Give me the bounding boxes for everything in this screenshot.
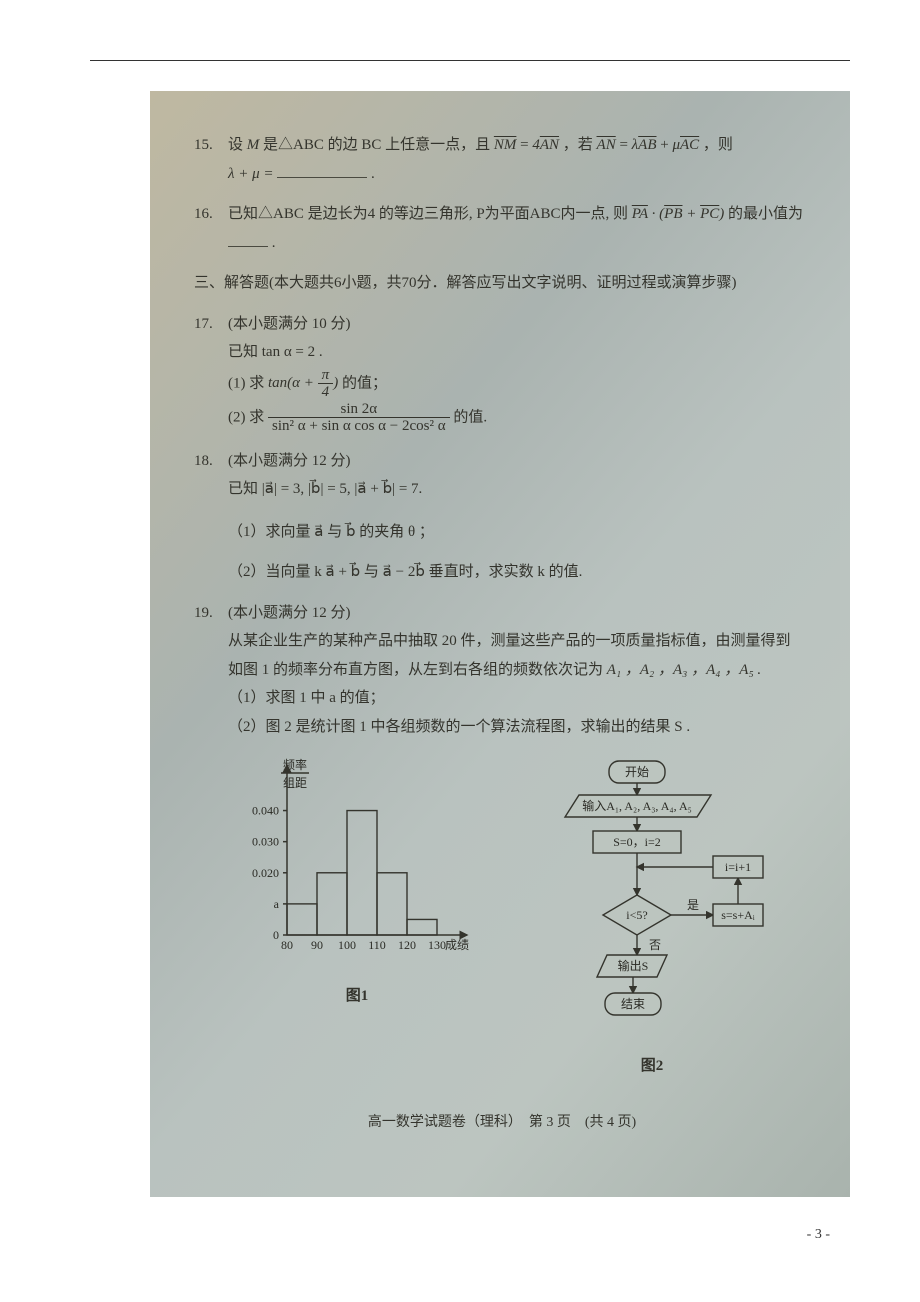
svg-text:i<5?: i<5?: [626, 908, 647, 922]
figure-1: 频率 组距 0.0400.0300.020a0 8090100110120130…: [237, 755, 477, 1080]
histogram-svg: 频率 组距 0.0400.0300.020a0 8090100110120130…: [237, 755, 477, 965]
figure-1-caption: 图1: [237, 982, 477, 1011]
q15-number: 15.: [194, 131, 222, 160]
section-3-heading: 三、解答题(本大题共6小题，共70分．解答应写出文字说明、证明过程或演算步骤): [194, 269, 810, 298]
svg-text:130: 130: [428, 938, 446, 952]
q16-body: 已知△ABC 是边长为4 的等边三角形, P为平面ABC内一点, 则 PA · …: [228, 200, 810, 257]
svg-text:输出S: 输出S: [618, 958, 649, 973]
question-18: 18. (本小题满分 12 分) 已知 |a⃗| = 3, |b⃗| = 5, …: [194, 447, 810, 587]
svg-text:成绩: 成绩: [445, 938, 469, 952]
svg-text:是: 是: [687, 898, 699, 912]
svg-text:0.030: 0.030: [252, 835, 279, 849]
top-rule: [90, 60, 850, 61]
q15-body: 设 M 是△ABC 的边 BC 上任意一点，且 NM = 4AN ，若 AN =…: [228, 131, 733, 160]
svg-text:90: 90: [311, 938, 323, 952]
svg-text:0.040: 0.040: [252, 804, 279, 818]
page: 15. 设 M 是△ABC 的边 BC 上任意一点，且 NM = 4AN ，若 …: [0, 60, 920, 1283]
q19-line2: 如图 1 的频率分布直方图，从左到右各组的频数依次记为 A₁ ，A₂ ，A₃ ，…: [194, 656, 810, 685]
q18-number: 18.: [194, 447, 222, 476]
q19-part2: （2）图 2 是统计图 1 中各组频数的一个算法流程图，求输出的结果 S .: [194, 713, 810, 742]
q19-line1: 从某企业生产的某种产品中抽取 20 件，测量这些产品的一项质量指标值，由测量得到: [194, 627, 810, 656]
svg-text:80: 80: [281, 938, 293, 952]
q18-part1: （1）求向量 a⃗ 与 b⃗ 的夹角 θ ；: [194, 518, 810, 547]
q17-part2: (2) 求 sin 2α sin² α + sin α cos α − 2cos…: [194, 401, 810, 435]
question-15: 15. 设 M 是△ABC 的边 BC 上任意一点，且 NM = 4AN ，若 …: [194, 131, 810, 188]
svg-text:110: 110: [368, 938, 386, 952]
q17-number: 17.: [194, 310, 222, 339]
flowchart-svg: 开始 输入A₁, A₂, A₃, A₄, A₅ S=0，i=2 i<5? 是: [537, 755, 767, 1035]
svg-text:开始: 开始: [625, 765, 649, 779]
q16-number: 16.: [194, 200, 222, 229]
figure-2: 开始 输入A₁, A₂, A₃, A₄, A₅ S=0，i=2 i<5? 是: [537, 755, 767, 1080]
svg-text:结束: 结束: [621, 997, 645, 1011]
svg-text:0: 0: [273, 928, 279, 942]
svg-text:s=s+Aᵢ: s=s+Aᵢ: [721, 908, 755, 922]
question-16: 16. 已知△ABC 是边长为4 的等边三角形, P为平面ABC内一点, 则 P…: [194, 200, 810, 257]
q17-part1: (1) 求 tan(α + π4) 的值；: [194, 367, 810, 401]
question-19: 19. (本小题满分 12 分) 从某企业生产的某种产品中抽取 20 件，测量这…: [194, 599, 810, 742]
figure-2-caption: 图2: [537, 1052, 767, 1081]
page-number: - 3 -: [0, 1197, 920, 1283]
q18-part2: （2）当向量 k a⃗ + b⃗ 与 a⃗ − 2b⃗ 垂直时，求实数 k 的值…: [194, 558, 810, 587]
svg-text:S=0，i=2: S=0，i=2: [613, 835, 661, 849]
paper-footer: 高一数学试题卷（理科） 第 3 页 (共 4 页): [194, 1110, 810, 1137]
svg-text:100: 100: [338, 938, 356, 952]
q19-title: (本小题满分 12 分): [228, 599, 351, 628]
svg-text:a: a: [274, 897, 280, 911]
question-17: 17. (本小题满分 10 分) 已知 tan α = 2 . (1) 求 ta…: [194, 310, 810, 435]
q18-title: (本小题满分 12 分): [228, 447, 351, 476]
svg-text:i=i+1: i=i+1: [725, 860, 751, 874]
figures-row: 频率 组距 0.0400.0300.020a0 8090100110120130…: [194, 755, 810, 1080]
svg-text:0.020: 0.020: [252, 866, 279, 880]
q19-part1: （1）求图 1 中 a 的值；: [194, 684, 810, 713]
svg-text:输入A₁, A₂, A₃, A₄, A₅: 输入A₁, A₂, A₃, A₄, A₅: [582, 798, 692, 813]
svg-text:否: 否: [649, 938, 661, 952]
q15-blank: [277, 162, 367, 178]
q17-given: 已知 tan α = 2 .: [194, 338, 810, 367]
exam-page-photo: 15. 设 M 是△ABC 的边 BC 上任意一点，且 NM = 4AN ，若 …: [150, 91, 850, 1197]
q17-title: (本小题满分 10 分): [228, 310, 351, 339]
q18-given: 已知 |a⃗| = 3, |b⃗| = 5, |a⃗ + b⃗| = 7.: [194, 475, 810, 504]
q16-blank: [228, 231, 268, 247]
q19-number: 19.: [194, 599, 222, 628]
svg-text:120: 120: [398, 938, 416, 952]
q15-answer-line: λ + μ = .: [194, 160, 810, 189]
